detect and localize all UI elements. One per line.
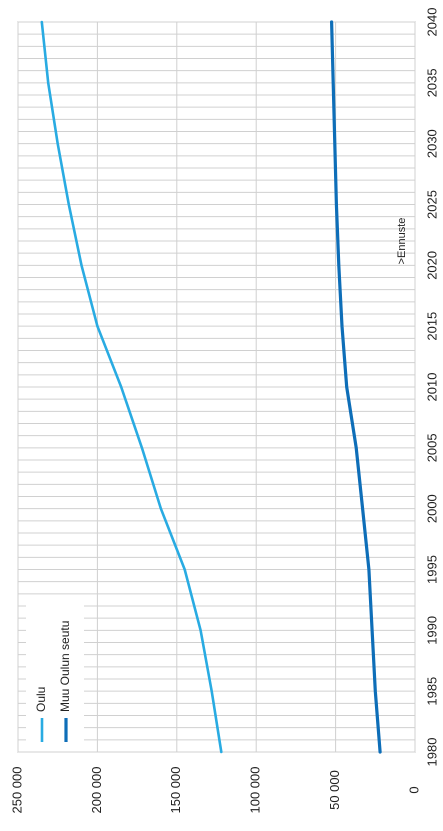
y-tick-label: 150 000 bbox=[168, 767, 183, 814]
x-tick-label: 1995 bbox=[424, 555, 439, 584]
y-axis-ticks: 0 50 000 100 000 150 000 200 000 250 000 bbox=[9, 767, 421, 814]
annotation-ennuste: >Ennuste bbox=[396, 218, 408, 265]
x-tick-label: 2000 bbox=[424, 494, 439, 523]
x-tick-label: 2025 bbox=[424, 190, 439, 219]
series-layer bbox=[40, 20, 382, 754]
y-tick-label: 0 bbox=[406, 786, 421, 793]
x-tick-label: 2010 bbox=[424, 373, 439, 402]
y-tick-label: 100 000 bbox=[248, 767, 263, 814]
y-tick-label: 50 000 bbox=[327, 770, 342, 810]
x-tick-label: 2035 bbox=[424, 68, 439, 97]
x-tick-label: 2030 bbox=[424, 129, 439, 158]
x-tick-label: 2020 bbox=[424, 251, 439, 280]
y-tick-label: 200 000 bbox=[89, 767, 104, 814]
legend-label: Oulu bbox=[34, 687, 48, 712]
legend: Oulu Muu Oulun seutu bbox=[26, 598, 84, 748]
series-line-oulu bbox=[40, 20, 223, 754]
x-tick-label: 2015 bbox=[424, 312, 439, 341]
legend-label: Muu Oulun seutu bbox=[58, 621, 72, 712]
legend-box bbox=[26, 598, 84, 748]
x-axis-ticks: 1980 1985 1990 1995 2000 2005 2010 2015 2020 2025… bbox=[424, 8, 439, 767]
x-tick-label: 2005 bbox=[424, 433, 439, 462]
series-line-muu-oulun-seutu bbox=[330, 20, 382, 754]
x-tick-label: 1985 bbox=[424, 677, 439, 706]
x-tick-label: 1990 bbox=[424, 616, 439, 645]
x-tick-label: 2040 bbox=[424, 8, 439, 37]
x-tick-label: 1980 bbox=[424, 738, 439, 767]
grid bbox=[17, 21, 416, 753]
y-tick-label: 250 000 bbox=[9, 767, 24, 814]
annotations: >Ennuste bbox=[396, 218, 408, 265]
